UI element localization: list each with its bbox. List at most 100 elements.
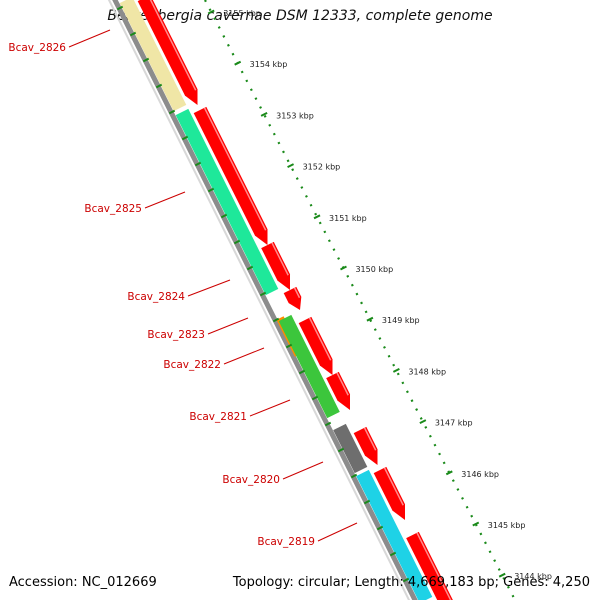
kbp-tick-label: 3155 kbp <box>223 9 261 18</box>
label-leader-line <box>68 29 111 48</box>
label-leader-line <box>249 399 291 417</box>
gene-arrow-highlight-3 <box>271 242 289 276</box>
inner-tick <box>233 239 241 245</box>
gene-labels: Bcav_2826 Bcav_2825 Bcav_2824 Bcav_2823 Bcav… <box>8 29 358 548</box>
gene-track <box>137 0 453 600</box>
inner-tick <box>402 577 410 583</box>
gene-arrow-highlight-8 <box>383 467 404 506</box>
kbp-tick-label: 3149 kbp <box>382 316 420 325</box>
inner-tick <box>376 525 384 531</box>
inner-tick-track <box>116 5 410 583</box>
ruler-dotted-line <box>204 0 516 600</box>
map-title: Beutenbergia cavernae DSM 12333, complet… <box>107 8 493 24</box>
gene-arrow-highlight-9 <box>416 532 452 600</box>
kbp-tick-label: 3151 kbp <box>329 214 367 223</box>
kbp-tick-mark <box>445 470 453 476</box>
gene-label-bcav-2819: Bcav_2819 <box>257 536 315 548</box>
kbp-tick-mark <box>498 572 506 578</box>
gene-label-bcav-2820: Bcav_2820 <box>222 474 280 486</box>
cds-block-bcav-2821 <box>278 314 340 419</box>
kbp-tick-mark <box>419 419 427 424</box>
kbp-tick-mark <box>392 368 400 373</box>
cds-block-bcav-2826 <box>119 0 187 112</box>
inner-tick <box>285 343 293 349</box>
kbp-tick-label: 3146 kbp <box>461 470 499 479</box>
inner-tick <box>324 421 332 427</box>
backbone-line-outer <box>112 0 418 600</box>
gene-label-bcav-2822: Bcav_2822 <box>163 359 221 371</box>
inner-tick <box>298 369 306 375</box>
gene-arrow-5 <box>298 316 333 375</box>
kbp-tick-mark <box>207 9 215 15</box>
label-leader-line <box>223 347 265 365</box>
accession-text: Accession: NC_012669 <box>9 575 157 590</box>
gene-arrow-8 <box>373 466 405 520</box>
inner-tick <box>194 161 202 167</box>
gene-arrow-2 <box>193 106 268 246</box>
gene-arrow-highlight-4 <box>293 287 301 299</box>
kbp-tick-mark <box>340 265 347 271</box>
label-leader-line <box>187 279 231 297</box>
inner-tick <box>168 109 176 115</box>
kbp-tick-label: 3153 kbp <box>276 111 314 120</box>
gene-arrow-highlight-6 <box>336 372 349 396</box>
label-leader-line <box>282 461 324 480</box>
genome-backbone <box>107 0 418 600</box>
label-leader-line <box>144 191 186 209</box>
kbp-tick-mark <box>260 112 268 117</box>
cds-block-bcav-2820 <box>333 423 368 474</box>
gene-label-bcav-2823: Bcav_2823 <box>147 329 205 341</box>
kbp-tick-labels: 3155 kbp 3154 kbp 3153 kbp 3152 kbp 3151 kbp… <box>207 9 552 581</box>
cds-block-bcav-2819 <box>356 469 433 600</box>
kbp-tick-label: 3150 kbp <box>355 265 393 274</box>
kbp-tick-mark <box>287 163 295 168</box>
cds-track <box>119 0 433 600</box>
inner-tick <box>389 551 397 557</box>
inner-tick <box>220 213 228 219</box>
gene-label-bcav-2821: Bcav_2821 <box>189 411 247 423</box>
kbp-tick-mark <box>472 521 480 527</box>
gene-label-bcav-2824: Bcav_2824 <box>127 291 185 303</box>
kbp-tick-mark <box>366 316 374 322</box>
ruler-dots <box>204 0 516 600</box>
gene-label-bcav-2825: Bcav_2825 <box>84 203 142 215</box>
genome-summary-text: Topology: circular; Length: 4,669,183 bp… <box>232 575 590 590</box>
gene-arrow-highlight-2 <box>203 107 267 231</box>
inner-tick <box>155 83 163 89</box>
kbp-tick-label: 3152 kbp <box>303 163 341 172</box>
inner-tick <box>350 473 358 479</box>
gene-arrow-highlight-1 <box>149 0 197 91</box>
inner-tick <box>116 5 124 11</box>
kbp-tick-label: 3147 kbp <box>435 419 473 428</box>
kbp-tick-mark <box>313 214 321 220</box>
inner-tick <box>129 31 137 37</box>
gene-label-bcav-2826: Bcav_2826 <box>8 42 66 54</box>
gene-arrow-9 <box>406 531 453 600</box>
inner-tick <box>311 395 319 401</box>
kbp-tick-mark <box>234 60 242 66</box>
inner-tick <box>363 499 371 505</box>
gene-arrow-3 <box>261 241 290 290</box>
inner-tick <box>142 57 150 63</box>
kbp-tick-label: 3145 kbp <box>488 521 526 530</box>
gene-arrow-highlight-5 <box>308 317 332 361</box>
gene-arrow-6 <box>326 371 350 410</box>
kbp-tick-label: 3144 kbp <box>514 572 552 581</box>
label-leader-line <box>207 317 249 335</box>
inner-tick <box>337 447 345 453</box>
cds-block-bcav-2825 <box>175 108 279 296</box>
inner-tick <box>259 291 267 297</box>
inner-tick <box>181 135 189 141</box>
gene-arrow-4 <box>283 286 302 310</box>
gene-arrow-1 <box>137 0 198 105</box>
kbp-tick-label: 3154 kbp <box>250 60 288 69</box>
label-leader-line <box>317 522 358 542</box>
inner-tick <box>207 187 215 193</box>
inner-tick <box>246 265 254 271</box>
gene-arrow-7 <box>353 426 378 465</box>
gene-arrow-highlight-7 <box>363 427 377 451</box>
kbp-tick-label: 3148 kbp <box>408 367 446 376</box>
backbone-line-inner <box>107 0 411 600</box>
inner-tick <box>272 317 280 323</box>
